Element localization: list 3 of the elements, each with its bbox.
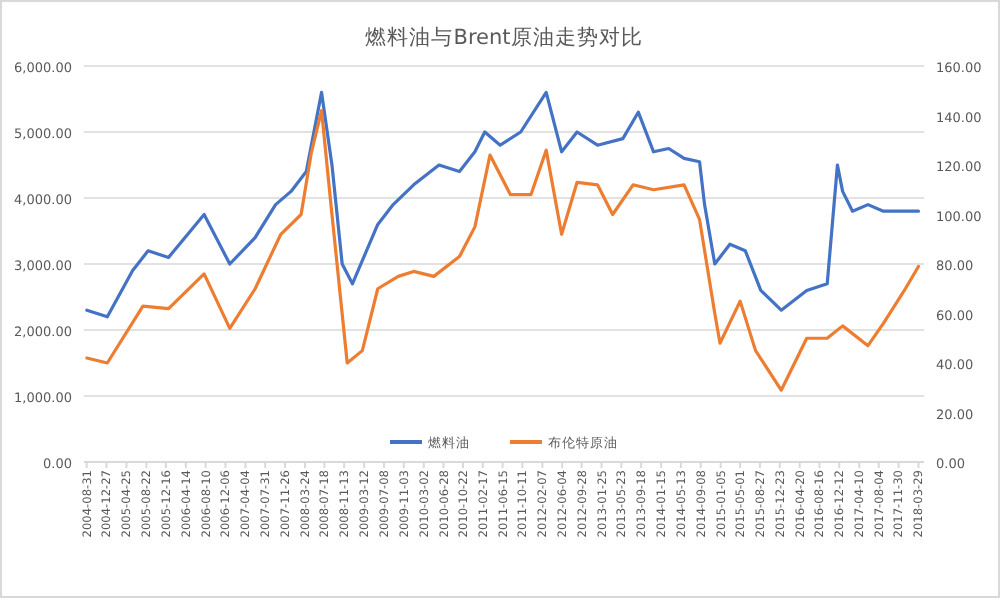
- line-series: [85, 90, 921, 319]
- chart-title: 燃料油与Brent原油走势对比: [365, 24, 643, 50]
- line-series: [85, 108, 921, 392]
